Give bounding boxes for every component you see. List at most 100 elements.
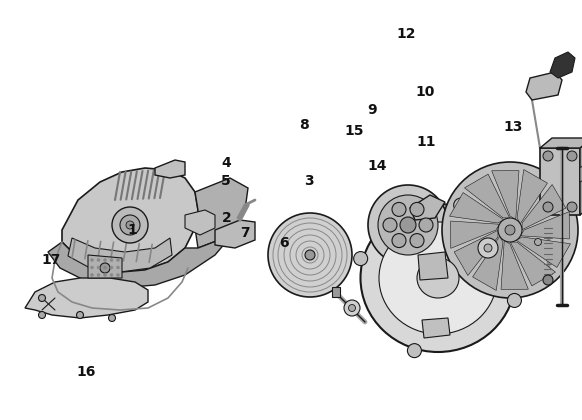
Circle shape	[112, 207, 148, 243]
Text: 3: 3	[304, 174, 313, 189]
Polygon shape	[454, 230, 498, 276]
Circle shape	[419, 218, 433, 232]
Polygon shape	[517, 170, 548, 224]
Polygon shape	[62, 168, 198, 272]
Circle shape	[126, 221, 134, 229]
Polygon shape	[464, 174, 510, 218]
Polygon shape	[520, 212, 569, 239]
Polygon shape	[195, 178, 248, 248]
Circle shape	[410, 202, 424, 216]
Circle shape	[543, 202, 553, 212]
Circle shape	[392, 202, 406, 216]
Polygon shape	[473, 236, 503, 291]
Circle shape	[110, 266, 113, 269]
Circle shape	[498, 218, 522, 242]
Polygon shape	[25, 278, 148, 318]
Text: 13: 13	[503, 120, 523, 134]
Polygon shape	[48, 235, 232, 288]
Circle shape	[392, 234, 406, 247]
Ellipse shape	[360, 204, 516, 352]
Polygon shape	[540, 138, 582, 148]
Text: 6: 6	[279, 236, 289, 250]
Polygon shape	[449, 193, 504, 223]
Polygon shape	[540, 148, 580, 215]
Polygon shape	[185, 210, 215, 235]
Text: 5: 5	[221, 174, 230, 189]
Polygon shape	[580, 158, 582, 182]
Text: 10: 10	[415, 84, 435, 99]
Circle shape	[76, 312, 83, 318]
Text: 4: 4	[221, 156, 230, 170]
Circle shape	[410, 234, 424, 247]
Circle shape	[407, 344, 421, 357]
Text: 14: 14	[367, 159, 387, 173]
Circle shape	[38, 294, 45, 302]
Circle shape	[110, 258, 113, 262]
Circle shape	[97, 266, 100, 269]
Circle shape	[116, 258, 119, 262]
Text: 16: 16	[76, 365, 96, 379]
Polygon shape	[68, 238, 172, 272]
Polygon shape	[418, 252, 448, 280]
Circle shape	[97, 273, 100, 276]
Circle shape	[97, 258, 100, 262]
Circle shape	[305, 250, 315, 260]
Circle shape	[567, 151, 577, 161]
Text: 12: 12	[396, 27, 416, 42]
Circle shape	[508, 294, 521, 307]
Polygon shape	[526, 72, 562, 100]
Polygon shape	[422, 318, 450, 338]
Circle shape	[442, 162, 578, 298]
Circle shape	[104, 266, 107, 269]
Text: 9: 9	[368, 103, 377, 117]
Ellipse shape	[417, 258, 459, 298]
Polygon shape	[501, 241, 528, 289]
Circle shape	[383, 218, 397, 232]
Polygon shape	[155, 160, 185, 178]
Text: 2: 2	[222, 210, 232, 225]
Circle shape	[90, 273, 94, 276]
Text: 17: 17	[41, 252, 61, 267]
Circle shape	[505, 225, 515, 235]
Polygon shape	[410, 195, 445, 220]
Polygon shape	[332, 287, 340, 297]
Circle shape	[454, 198, 468, 212]
Circle shape	[567, 202, 577, 212]
Circle shape	[354, 252, 368, 265]
Circle shape	[104, 258, 107, 262]
Circle shape	[108, 315, 115, 321]
Polygon shape	[516, 237, 570, 268]
Circle shape	[344, 300, 360, 316]
Circle shape	[400, 217, 416, 233]
Circle shape	[478, 238, 498, 258]
Circle shape	[104, 273, 107, 276]
Circle shape	[38, 312, 45, 318]
Circle shape	[116, 273, 119, 276]
Circle shape	[543, 151, 553, 161]
Text: 8: 8	[299, 118, 308, 132]
Polygon shape	[550, 52, 575, 78]
Circle shape	[534, 239, 541, 246]
Polygon shape	[88, 255, 122, 278]
Circle shape	[90, 266, 94, 269]
Polygon shape	[580, 138, 582, 215]
Circle shape	[368, 185, 448, 265]
Text: 1: 1	[128, 223, 137, 237]
Polygon shape	[522, 184, 566, 230]
Circle shape	[378, 195, 438, 255]
Circle shape	[484, 244, 492, 252]
Circle shape	[268, 213, 352, 297]
Circle shape	[116, 266, 119, 269]
Ellipse shape	[379, 222, 497, 334]
Circle shape	[90, 258, 94, 262]
Circle shape	[110, 273, 113, 276]
Circle shape	[349, 304, 356, 312]
Circle shape	[100, 263, 110, 273]
Polygon shape	[492, 171, 519, 220]
Circle shape	[543, 275, 553, 285]
Text: 15: 15	[344, 124, 364, 138]
Circle shape	[120, 215, 140, 235]
Polygon shape	[510, 242, 555, 286]
Polygon shape	[450, 221, 499, 248]
Text: 11: 11	[416, 135, 436, 149]
